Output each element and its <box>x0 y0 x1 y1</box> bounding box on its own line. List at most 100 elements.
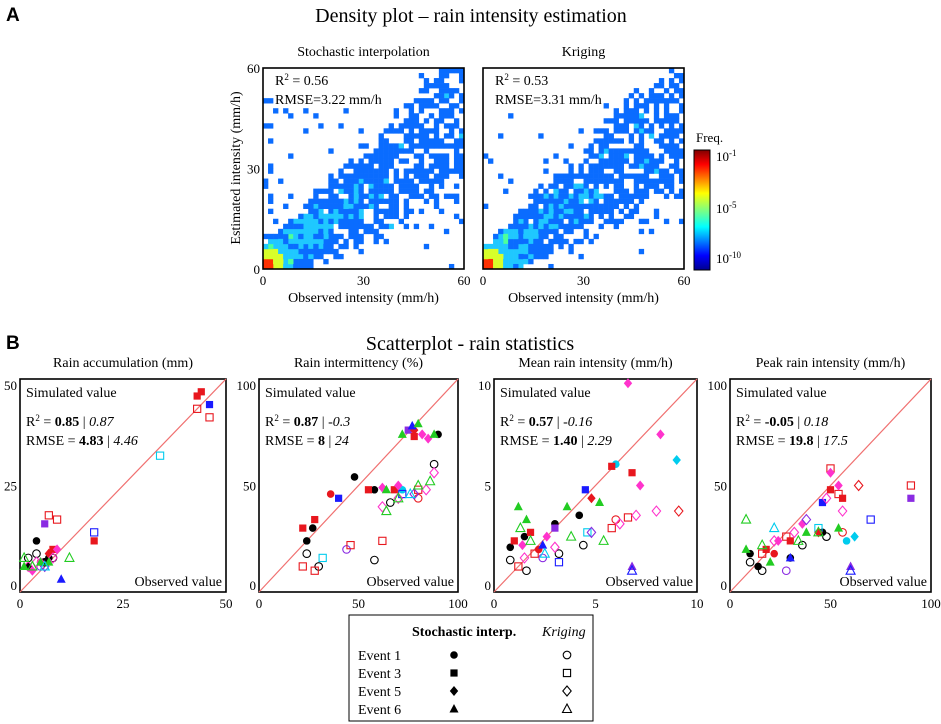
heatmap-cell <box>523 218 529 225</box>
heatmap-cell <box>333 208 339 215</box>
heatmap-cell <box>373 178 379 184</box>
heatmap-cell <box>333 193 339 199</box>
heatmap-cell <box>443 158 450 164</box>
heatmap-cell <box>668 138 675 144</box>
heatmap-cell <box>518 263 524 269</box>
heatmap-cell <box>268 138 274 144</box>
legend-header-kriging: Kriging <box>541 625 586 640</box>
observed-value-label: Observed value <box>840 575 927 590</box>
heatmap-cell <box>543 158 549 164</box>
heatmap-cell <box>338 253 344 260</box>
heatmap-cell <box>263 263 269 269</box>
heatmap-cell <box>428 113 435 119</box>
heatmap-cell <box>663 193 670 199</box>
heatmap-cell <box>558 193 564 199</box>
scatter-xtick-label: 10 <box>691 596 704 611</box>
heatmap-cell <box>283 243 289 250</box>
heatmap-cell <box>403 103 410 109</box>
heatmap-cell <box>443 83 450 89</box>
scatter-point <box>801 513 812 526</box>
heatmap-cell <box>548 183 554 189</box>
scatter-point <box>561 702 573 714</box>
heatmap-cell <box>443 98 450 104</box>
heatmap-cell <box>453 148 460 154</box>
heatmap-rmse-annotation: RMSE=3.31 mm/h <box>495 93 602 108</box>
heatmap-cell <box>643 108 650 114</box>
scatter-ytick-label: 0 <box>250 578 257 593</box>
heatmap-cell <box>528 243 534 250</box>
heatmap-cell <box>378 143 384 149</box>
heatmap-cell <box>488 158 494 164</box>
heatmap-cell <box>593 208 599 215</box>
legend-rows: Event 1 Event 3 Event 5 Event 6 <box>358 649 573 718</box>
heatmap-cell <box>353 233 359 240</box>
heatmap-cell <box>438 143 445 149</box>
heatmap-cell <box>638 93 645 99</box>
heatmap-cell <box>398 188 404 194</box>
heatmap-cell <box>508 228 514 235</box>
heatmap-cell <box>433 198 440 204</box>
heatmap-cell <box>358 238 364 245</box>
heatmap-cell <box>453 103 460 109</box>
heatmap-cell <box>438 113 445 119</box>
scatter-point <box>32 537 41 545</box>
heatmap-cell <box>608 218 614 225</box>
scatter-point <box>302 549 312 559</box>
heatmap-cell <box>313 228 319 235</box>
heatmap-cell <box>603 208 609 215</box>
simulated-value-label: Simulated value <box>500 386 591 401</box>
heatmap-cell <box>343 173 349 179</box>
heatmap-cell <box>638 173 645 179</box>
heatmap-cell <box>293 218 299 225</box>
heatmap-cell <box>513 218 519 225</box>
heatmap-cell <box>613 178 619 184</box>
heatmap-cell <box>323 213 329 220</box>
heatmap-cell <box>288 248 294 255</box>
scatter-point <box>424 475 436 486</box>
heatmap-cell <box>553 173 559 179</box>
heatmap-cell <box>328 178 334 184</box>
scatter-point <box>18 551 30 562</box>
heatmap-cell <box>568 218 574 225</box>
heatmap-cell <box>538 248 544 255</box>
heatmap-cell <box>428 153 435 159</box>
heatmap-cell <box>418 108 425 114</box>
scatter-point <box>614 517 625 530</box>
heatmap-cell <box>658 168 665 174</box>
heatmap-cell <box>648 128 655 134</box>
heatmap-cell <box>528 233 534 240</box>
heatmap-cell <box>613 108 619 114</box>
heatmap-cell <box>533 243 539 250</box>
heatmap-cell <box>678 153 684 159</box>
heatmap-cell <box>678 108 684 114</box>
heatmap-cell <box>308 238 314 245</box>
heatmap-cell <box>548 203 554 209</box>
heatmap-cell <box>563 238 569 245</box>
heatmap-cell <box>623 118 630 124</box>
heatmap-cell <box>553 228 559 235</box>
heatmap-cell <box>273 108 279 114</box>
heatmap-cell <box>563 193 569 199</box>
heatmap-cell <box>603 193 609 199</box>
heatmap-cell <box>558 233 564 240</box>
heatmap-cell <box>278 228 284 235</box>
heatmap-cell <box>498 238 504 245</box>
heatmap-cell <box>388 158 394 164</box>
heatmap-cell <box>303 253 309 260</box>
heatmap-cell <box>433 193 440 199</box>
heatmap-cell <box>368 188 374 194</box>
heatmap-cell <box>553 188 559 194</box>
heatmap-xtick-label: 0 <box>480 273 487 288</box>
heatmap-cell <box>373 218 379 225</box>
heatmap-cell <box>283 258 289 265</box>
heatmap-cell <box>383 148 389 154</box>
heatmap-cell <box>533 223 539 230</box>
heatmap-cell <box>363 178 369 184</box>
heatmap-cell <box>458 218 464 225</box>
heatmap-cell <box>348 193 354 199</box>
observed-value-label: Observed value <box>367 575 454 590</box>
scatter-title: Rain intermittency (%) <box>294 356 423 371</box>
heatmap-xtick-label: 60 <box>678 273 691 288</box>
heatmap-cell <box>363 173 369 179</box>
scatter-point <box>575 511 584 520</box>
